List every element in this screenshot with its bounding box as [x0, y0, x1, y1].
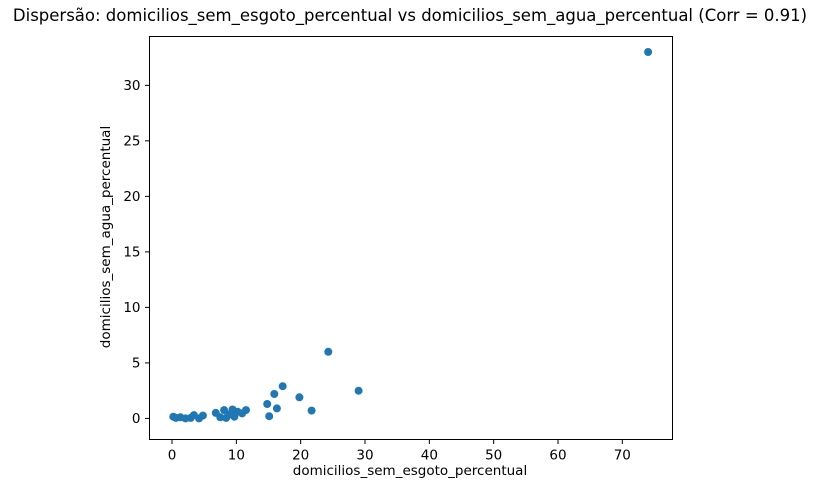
data-point — [324, 347, 333, 356]
y-tick-label: 0 — [132, 411, 141, 427]
x-axis-ticks: 0 10 20 30 40 50 60 70 — [168, 439, 631, 464]
y-tick-label: 15 — [123, 244, 140, 260]
x-axis-label: domicilios_sem_esgoto_percentual — [293, 463, 527, 479]
x-tick-label: 0 — [168, 448, 177, 464]
x-tick-label: 40 — [421, 448, 438, 464]
plot-border — [149, 36, 673, 440]
data-point — [644, 48, 653, 56]
x-tick-label: 60 — [549, 448, 566, 464]
data-point — [307, 406, 316, 415]
data-point — [278, 382, 287, 391]
x-tick-label: 70 — [614, 448, 631, 464]
data-point — [216, 413, 225, 422]
data-point — [263, 400, 272, 408]
data-point — [265, 412, 274, 421]
data-point — [295, 393, 304, 402]
data-point — [198, 411, 207, 420]
y-tick-label: 20 — [123, 189, 140, 205]
data-point — [242, 406, 250, 415]
scatter-points — [169, 48, 653, 423]
y-tick-label: 25 — [123, 133, 140, 149]
x-tick-label: 10 — [228, 448, 245, 464]
chart-title: Dispersão: domicilios_sem_esgoto_percent… — [13, 6, 807, 26]
x-tick-label: 30 — [356, 448, 373, 464]
x-tick-label: 50 — [485, 448, 502, 464]
y-tick-label: 10 — [123, 300, 140, 316]
y-tick-label: 5 — [132, 355, 141, 371]
y-axis-ticks: 0 5 10 15 20 25 30 — [123, 78, 150, 427]
y-axis-label: domicilios_sem_agua_percentual — [98, 126, 114, 348]
x-tick-label: 20 — [292, 448, 309, 464]
y-tick-label: 30 — [123, 78, 140, 94]
data-point — [354, 386, 363, 395]
data-point — [272, 404, 281, 413]
data-point — [270, 390, 279, 398]
